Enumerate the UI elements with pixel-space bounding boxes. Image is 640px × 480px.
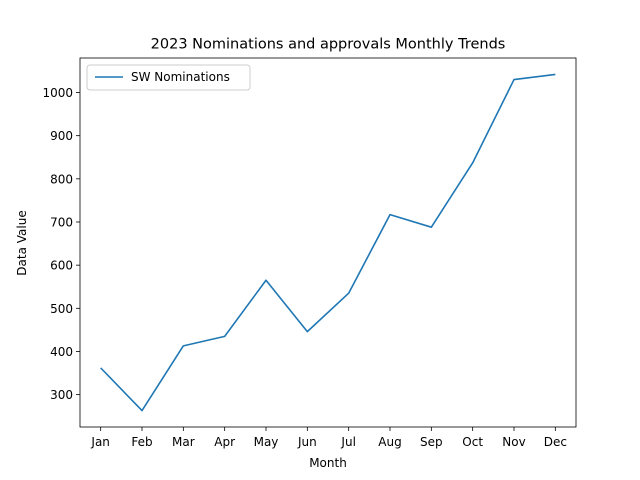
- x-tick-label: Jan: [90, 435, 110, 449]
- y-tick-label: 900: [50, 129, 73, 143]
- x-tick-label: Dec: [544, 435, 567, 449]
- y-tick-label: 800: [50, 172, 73, 186]
- x-tick-label: Mar: [172, 435, 195, 449]
- x-tick-label: Oct: [462, 435, 483, 449]
- x-tick-label: Jun: [297, 435, 317, 449]
- y-tick-label: 500: [50, 302, 73, 316]
- x-tick-label: Aug: [378, 435, 401, 449]
- y-tick-label: 700: [50, 216, 73, 230]
- x-tick-label: Jul: [340, 435, 355, 449]
- y-tick-label: 300: [50, 388, 73, 402]
- x-tick-label: Sep: [420, 435, 443, 449]
- x-tick-label: May: [254, 435, 279, 449]
- y-tick-label: 600: [50, 259, 73, 273]
- x-tick-label: Nov: [502, 435, 525, 449]
- y-axis-title: Data Value: [15, 210, 29, 275]
- plot-area: Jan Feb Mar Apr May Jun Jul Aug Sep Oct Nov Dec 300 4…: [42, 57, 577, 449]
- y-tick-label: 1000: [42, 86, 73, 100]
- y-tick-label: 400: [50, 345, 73, 359]
- legend-label: SW Nominations: [131, 70, 230, 84]
- legend-box: [86, 64, 251, 91]
- x-tick-label: Feb: [131, 435, 152, 449]
- x-tick-label: Apr: [214, 435, 235, 449]
- x-axis-title: Month: [309, 456, 347, 470]
- chart-title: 2023 Nominations and approvals Monthly T…: [151, 37, 506, 53]
- series-line: [100, 73, 556, 412]
- legend: SW Nominations: [86, 64, 251, 91]
- axes-frame: [79, 57, 577, 428]
